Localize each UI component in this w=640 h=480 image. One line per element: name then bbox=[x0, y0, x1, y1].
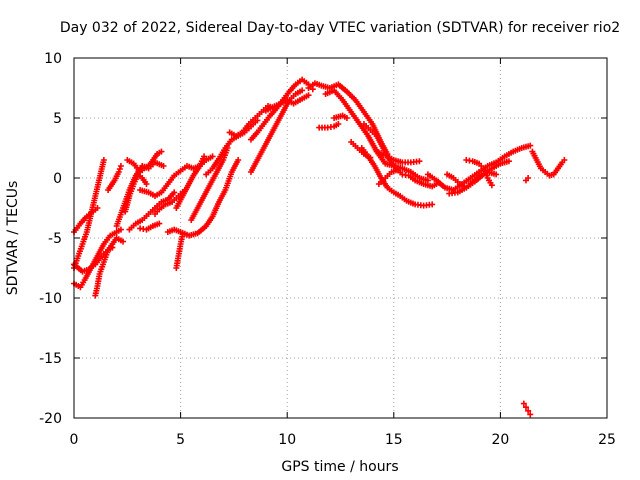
y-tick-label: -5 bbox=[48, 231, 62, 247]
data-point bbox=[209, 153, 216, 160]
x-tick-labels: 0 5 10 15 20 25 bbox=[70, 432, 616, 448]
data-point bbox=[299, 87, 306, 94]
series-arc-26 bbox=[331, 112, 350, 121]
data-points bbox=[71, 76, 568, 418]
data-point bbox=[160, 163, 167, 169]
series-arc-32 bbox=[424, 142, 534, 193]
data-point bbox=[527, 411, 534, 418]
series-arc-15 bbox=[173, 231, 186, 271]
series-arc-36 bbox=[529, 148, 568, 179]
axis-ticks bbox=[73, 57, 608, 419]
data-point bbox=[100, 157, 107, 163]
series-arc-38 bbox=[520, 400, 534, 418]
x-tick-label: 25 bbox=[598, 432, 616, 448]
data-point bbox=[561, 157, 568, 163]
data-point bbox=[488, 182, 495, 189]
grid bbox=[74, 58, 607, 418]
data-point bbox=[416, 158, 423, 165]
data-point bbox=[527, 142, 534, 149]
data-point bbox=[493, 171, 500, 178]
data-point bbox=[525, 407, 532, 414]
series-arc-37 bbox=[522, 175, 532, 184]
x-tick-label: 15 bbox=[385, 432, 403, 448]
plot-frame bbox=[73, 57, 608, 419]
data-point bbox=[367, 154, 374, 161]
x-tick-label: 20 bbox=[491, 432, 509, 448]
series-arc-31 bbox=[348, 139, 374, 161]
data-point bbox=[156, 220, 163, 227]
y-tick-label: -10 bbox=[39, 291, 62, 307]
data-point bbox=[94, 205, 101, 211]
data-point bbox=[115, 169, 122, 175]
series-arc-30 bbox=[375, 166, 402, 187]
data-point bbox=[525, 175, 532, 181]
data-point bbox=[201, 153, 208, 160]
chart-title: Day 032 of 2022, Sidereal Day-to-day VTE… bbox=[60, 20, 620, 36]
data-point bbox=[143, 181, 150, 187]
series-arc-17 bbox=[188, 145, 231, 223]
series-arc-5 bbox=[92, 235, 127, 299]
data-point bbox=[520, 400, 527, 407]
series-arc-8 bbox=[105, 163, 124, 193]
series-arc-10 bbox=[126, 189, 178, 233]
data-point bbox=[158, 148, 165, 155]
data-point bbox=[120, 238, 127, 245]
data-point bbox=[335, 121, 342, 127]
data-point bbox=[429, 201, 436, 208]
x-axis-label: GPS time / hours bbox=[281, 459, 398, 475]
y-tick-label: -20 bbox=[39, 411, 62, 427]
y-tick-label: 10 bbox=[44, 51, 62, 67]
series-arc-9 bbox=[124, 148, 165, 175]
series-arc-13 bbox=[137, 220, 163, 233]
data-point bbox=[171, 189, 178, 196]
data-point bbox=[395, 166, 402, 173]
y-tick-label: 0 bbox=[53, 171, 62, 187]
series-arc-29 bbox=[373, 148, 423, 166]
x-tick-label: 10 bbox=[278, 432, 296, 448]
data-point bbox=[179, 231, 186, 238]
data-point bbox=[117, 163, 124, 169]
series-arc-14 bbox=[164, 157, 242, 239]
series-arc-22 bbox=[262, 92, 312, 114]
data-point bbox=[116, 166, 123, 172]
x-tick-label: 0 bbox=[70, 432, 79, 448]
y-tick-label: 5 bbox=[53, 111, 62, 127]
series-arc-35 bbox=[463, 157, 495, 189]
data-point bbox=[117, 226, 124, 233]
data-point bbox=[522, 404, 529, 411]
series-arc-20 bbox=[247, 87, 306, 175]
data-point bbox=[505, 158, 512, 165]
y-tick-labels: -20 -15 -10 -5 0 5 10 bbox=[39, 51, 62, 427]
series-arc-25 bbox=[316, 121, 342, 131]
data-point bbox=[235, 157, 242, 163]
data-point bbox=[305, 92, 312, 99]
series-arc-16 bbox=[173, 153, 216, 211]
y-tick-label: -15 bbox=[39, 351, 62, 367]
data-point bbox=[343, 115, 350, 121]
series-arc-27 bbox=[360, 121, 442, 190]
y-axis-label: SDTVAR / TECUs bbox=[5, 181, 21, 296]
x-tick-label: 5 bbox=[176, 432, 185, 448]
series-arc-28 bbox=[358, 145, 436, 209]
